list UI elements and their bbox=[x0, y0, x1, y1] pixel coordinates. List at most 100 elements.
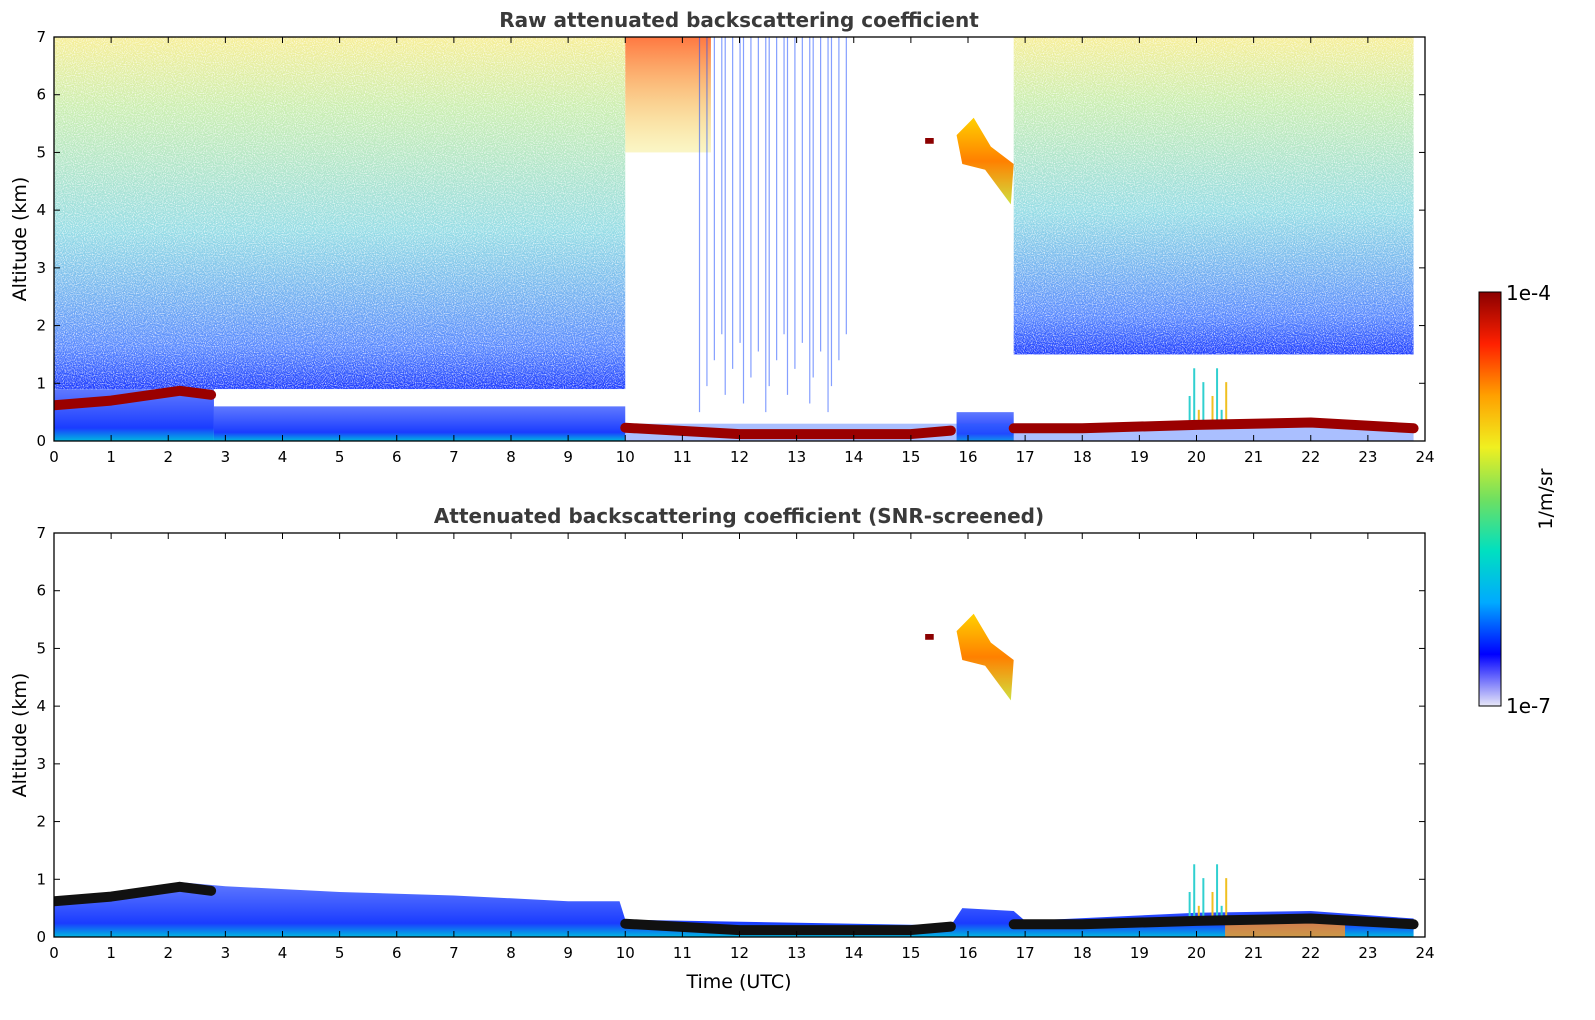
x-tick-label: 11 bbox=[673, 944, 692, 962]
x-tick-label: 24 bbox=[1415, 944, 1434, 962]
y-tick-label: 7 bbox=[36, 524, 46, 542]
y-tick-label: 0 bbox=[36, 432, 46, 450]
surface-aerosol-orange bbox=[1225, 922, 1346, 937]
boundary-layer-line-0 bbox=[54, 385, 217, 411]
x-axis-label: Time (UTC) bbox=[685, 971, 791, 993]
boundary-layer-line-2 bbox=[1008, 417, 1419, 434]
raw-x-axis: 0 1 2 3 4 5 6 7 8 9 10 11 12 13 14 15 16 17 18 19 20 21 22 23 24 bbox=[49, 37, 1435, 466]
y-tick-label: 2 bbox=[36, 813, 46, 831]
x-tick-label: 21 bbox=[1244, 448, 1263, 466]
x-tick-label: 13 bbox=[787, 448, 806, 466]
x-tick-label: 5 bbox=[335, 448, 345, 466]
panel-title-screened: Attenuated backscattering coefficient (S… bbox=[434, 504, 1044, 528]
x-tick-label: 13 bbox=[787, 944, 806, 962]
signal-layer-3 bbox=[625, 37, 711, 153]
x-tick-label: 14 bbox=[844, 944, 863, 962]
x-tick-label: 4 bbox=[278, 944, 288, 962]
screened-x-axis: 0 1 2 3 4 5 6 7 8 9 10 11 12 13 14 15 16 17 18 19 20 21 22 23 24 bbox=[49, 533, 1435, 962]
y-tick-label: 2 bbox=[36, 317, 46, 335]
x-tick-label: 15 bbox=[901, 944, 920, 962]
screened-plot-frame bbox=[53, 532, 1426, 938]
x-tick-label: 11 bbox=[673, 448, 692, 466]
panel-title-raw: Raw attenuated backscattering coefficien… bbox=[499, 8, 979, 32]
y-tick-label: 3 bbox=[36, 259, 46, 277]
y-tick-label: 4 bbox=[36, 201, 46, 219]
raw-y-axis-label: Altitude (km) bbox=[9, 177, 31, 302]
x-tick-label: 1 bbox=[106, 448, 116, 466]
x-tick-label: 21 bbox=[1244, 944, 1263, 962]
x-tick-label: 8 bbox=[506, 448, 516, 466]
x-tick-label: 10 bbox=[616, 944, 635, 962]
boundary-layer-line-1 bbox=[620, 422, 956, 440]
x-tick-label: 0 bbox=[49, 448, 59, 466]
x-tick-label: 18 bbox=[1073, 944, 1092, 962]
colorbar-units-label: 1/m/sr bbox=[1535, 468, 1557, 529]
y-tick-label: 1 bbox=[36, 870, 46, 888]
x-tick-label: 19 bbox=[1130, 448, 1149, 466]
x-tick-label: 19 bbox=[1130, 944, 1149, 962]
x-tick-label: 9 bbox=[563, 448, 573, 466]
ice-cloud-0 bbox=[956, 117, 1014, 205]
x-tick-label: 23 bbox=[1358, 944, 1377, 962]
x-tick-label: 17 bbox=[1016, 944, 1035, 962]
signal-layer-4 bbox=[956, 412, 1014, 441]
colorbar: 1e-4 1e-7 1/m/sr bbox=[1478, 281, 1557, 718]
x-tick-label: 1 bbox=[106, 944, 116, 962]
y-tick-label: 7 bbox=[36, 28, 46, 46]
screened-y-axis-label: Altitude (km) bbox=[9, 673, 31, 798]
x-tick-label: 22 bbox=[1301, 448, 1320, 466]
y-tick-label: 6 bbox=[36, 582, 46, 600]
x-tick-label: 18 bbox=[1073, 448, 1092, 466]
x-tick-label: 24 bbox=[1415, 448, 1434, 466]
x-tick-label: 3 bbox=[221, 448, 231, 466]
y-tick-label: 1 bbox=[36, 374, 46, 392]
y-tick-label: 6 bbox=[36, 86, 46, 104]
x-tick-label: 6 bbox=[392, 448, 402, 466]
x-tick-label: 12 bbox=[730, 448, 749, 466]
y-tick-label: 5 bbox=[36, 143, 46, 161]
screened-plot-area bbox=[54, 613, 1419, 937]
x-tick-label: 20 bbox=[1187, 448, 1206, 466]
x-tick-label: 17 bbox=[1016, 448, 1035, 466]
x-tick-label: 2 bbox=[163, 944, 173, 962]
y-tick-label: 3 bbox=[36, 755, 46, 773]
colorbar-max-label: 1e-4 bbox=[1506, 281, 1551, 305]
x-tick-label: 9 bbox=[563, 944, 573, 962]
colorbar-bar bbox=[1478, 291, 1502, 707]
y-tick-label: 0 bbox=[36, 928, 46, 946]
raw-y-axis: 0 1 2 3 4 5 6 7 bbox=[36, 28, 1425, 450]
boundary-layer-line-0 bbox=[54, 881, 217, 907]
noise-speckle-right bbox=[1013, 37, 1414, 355]
screened-backscatter-panel: Attenuated backscattering coefficient (S… bbox=[9, 504, 1435, 993]
ice-cloud-0 bbox=[956, 613, 1014, 701]
x-tick-label: 3 bbox=[221, 944, 231, 962]
x-tick-label: 14 bbox=[844, 448, 863, 466]
x-tick-label: 7 bbox=[449, 944, 459, 962]
x-tick-label: 20 bbox=[1187, 944, 1206, 962]
x-tick-label: 16 bbox=[958, 944, 977, 962]
x-tick-label: 10 bbox=[616, 448, 635, 466]
isolated-cloud-spot bbox=[925, 138, 934, 144]
screened-y-axis: 0 1 2 3 4 5 6 7 bbox=[36, 524, 1425, 946]
x-tick-label: 12 bbox=[730, 944, 749, 962]
x-tick-label: 8 bbox=[506, 944, 516, 962]
x-tick-label: 15 bbox=[901, 448, 920, 466]
colorbar-min-label: 1e-7 bbox=[1506, 694, 1551, 718]
signal-layer-1 bbox=[213, 406, 626, 441]
boundary-layer-line-1 bbox=[620, 918, 956, 936]
isolated-cloud-spot bbox=[925, 634, 934, 640]
x-tick-label: 7 bbox=[449, 448, 459, 466]
raw-plot-area bbox=[54, 37, 1419, 441]
x-tick-label: 16 bbox=[958, 448, 977, 466]
y-tick-label: 5 bbox=[36, 639, 46, 657]
noise-speckle-left bbox=[54, 37, 626, 390]
x-tick-label: 0 bbox=[49, 944, 59, 962]
raw-backscatter-panel: Raw attenuated backscattering coefficien… bbox=[9, 8, 1435, 466]
x-tick-label: 6 bbox=[392, 944, 402, 962]
boundary-layer-line-2 bbox=[1008, 913, 1419, 930]
x-tick-label: 2 bbox=[163, 448, 173, 466]
x-tick-label: 22 bbox=[1301, 944, 1320, 962]
y-tick-label: 4 bbox=[36, 697, 46, 715]
x-tick-label: 5 bbox=[335, 944, 345, 962]
